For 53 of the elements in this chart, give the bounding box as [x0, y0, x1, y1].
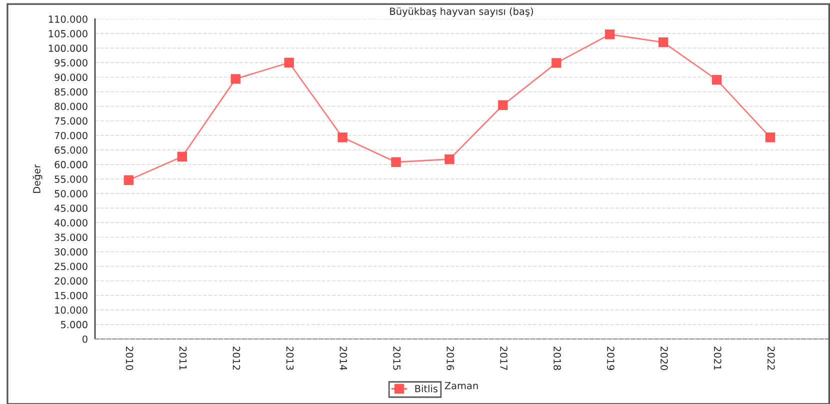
- point: [658, 37, 668, 48]
- x-tick-label: 2017: [500, 346, 508, 370]
- x-axis-title: Zaman: [444, 382, 478, 390]
- y-tick-label: 50.000: [54, 190, 88, 198]
- y-tick-label: 30.000: [54, 248, 88, 256]
- x-tick-label: 2013: [286, 346, 294, 370]
- point: [498, 100, 508, 110]
- y-tick-label: 45.000: [54, 204, 88, 212]
- y-tick-label: 85.000: [54, 88, 88, 96]
- y-tick-label: 10.000: [55, 306, 88, 314]
- y-tick-label: 20.000: [54, 277, 88, 285]
- x-tick-label: 2012: [232, 346, 240, 370]
- x-tick-label: 2011: [179, 346, 187, 370]
- y-tick-label: 100.000: [48, 44, 88, 52]
- y-tick-label: 15.000: [55, 292, 88, 300]
- y-tick-label: 60.000: [54, 160, 88, 168]
- y-tick-label: 75.000: [54, 117, 88, 125]
- point: [177, 152, 188, 162]
- y-tick-label: 5.000: [60, 320, 88, 328]
- point: [552, 58, 562, 68]
- x-tick-label: 2022: [767, 346, 775, 370]
- y-axis-title: Değer: [32, 164, 42, 193]
- y-tick-label: 0: [82, 335, 88, 343]
- y-tick-label: 90.000: [54, 74, 88, 82]
- y-tick-label: 40.000: [54, 219, 88, 226]
- y-tick-label: 25.000: [54, 262, 88, 270]
- x-tick-label: 2021: [714, 346, 722, 370]
- x-tick-label: 2010: [126, 346, 134, 370]
- y-tick-label: 35.000: [54, 234, 88, 242]
- x-tick-label: 2018: [554, 346, 561, 370]
- y-tick-label: 95.000: [54, 59, 88, 66]
- x-tick-label: 2019: [607, 346, 614, 370]
- point: [230, 74, 240, 84]
- x-tick-label: 2020: [660, 346, 668, 370]
- point: [765, 132, 776, 142]
- y-tick-label: 105.000: [48, 30, 88, 38]
- point: [605, 30, 615, 40]
- y-tick-label: 65.000: [54, 146, 88, 154]
- legend-label: Bitlis: [415, 384, 438, 392]
- x-tick-label: 2016: [446, 346, 454, 370]
- y-tick-label: 110.000: [48, 15, 88, 23]
- point: [338, 132, 348, 142]
- x-tick-label: 2014: [340, 346, 348, 370]
- y-tick-label: 80.000: [54, 102, 88, 110]
- x-tick-label: 2015: [393, 346, 401, 370]
- point: [712, 74, 722, 85]
- point: [124, 175, 134, 186]
- point: [391, 157, 401, 167]
- chart-title: Büyükbaş hayvan sayısı (baş): [390, 7, 533, 17]
- point: [284, 58, 294, 68]
- point: [444, 154, 454, 164]
- y-tick-label: 55.000: [54, 175, 88, 183]
- y-tick-label: 70.000: [54, 132, 88, 140]
